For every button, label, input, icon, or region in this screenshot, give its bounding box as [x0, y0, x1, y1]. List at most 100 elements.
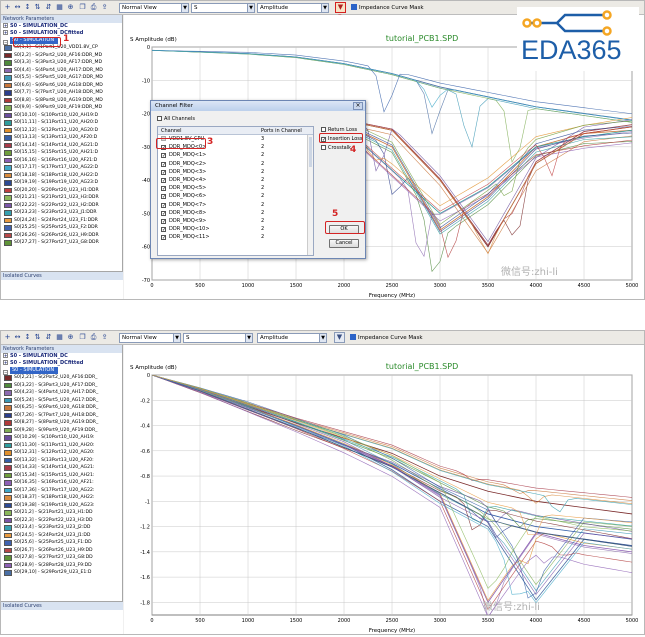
insertion-loss-checkbox[interactable]: ✓ Insertion Loss [321, 136, 363, 143]
channel-list-item[interactable]: S0[25,6] - S(25Port25_U23_F1:DD [1, 539, 122, 547]
row-checkbox[interactable]: ✓ [161, 161, 167, 168]
channel-list-item[interactable]: S0[21,21] - S(21Port21_U23_H3:DDR [1, 194, 122, 202]
channel-list-item[interactable]: S0[10,10] - S(10Port10_U20_AH19:D [1, 112, 122, 120]
channel-list-item[interactable]: S0[23,23] - S(23Port23_U23_J1:DDR [1, 209, 122, 217]
channel-list-item[interactable]: S0[3,22] - S(3Port3_U20_AF17:DDR_ [1, 382, 122, 390]
grid-icon[interactable]: ▦ [56, 3, 63, 11]
tree-node-dc[interactable]: + S0 - SIMULATION_DC [3, 23, 68, 29]
close-icon[interactable]: × [353, 102, 363, 110]
parameter-select[interactable]: S ▼ [183, 333, 253, 343]
channel-list-item[interactable]: S0[11,11] - S(11Port11_U20_AH20:D [1, 119, 122, 127]
channel-list-item[interactable]: S0[22,3] - S(22Port22_U23_H3:DD [1, 517, 122, 525]
print-icon[interactable]: ⎙ [90, 3, 97, 11]
swap-icon[interactable]: ⇅ [34, 3, 41, 11]
row-checkbox[interactable]: ✓ [161, 194, 167, 201]
channel-list-item[interactable]: S0[27,27] - S(27Port27_U23_G8:DDR [1, 239, 122, 247]
channel-list-item[interactable]: S0[8,27] - S(8Port8_U20_AG19:DDR_ [1, 419, 122, 427]
expand-icon[interactable]: + [3, 30, 8, 35]
copy-icon[interactable]: ❐ [79, 3, 86, 11]
channel-list-item[interactable]: S0[24,24] - S(24Port24_U23_F1:DDR [1, 217, 122, 225]
channel-list-item[interactable]: S0[5,5] - S(5Port5_U20_AG17:DDR_MD [1, 74, 122, 82]
row-checkbox[interactable]: ✓ [161, 202, 167, 209]
collapse-icon[interactable]: − [3, 370, 8, 375]
channel-list-item[interactable]: S0[9,28] - S(9Port9_U20_AF19:DDR_ [1, 427, 122, 435]
impedance-mask-toggle[interactable]: Impedance Curve Mask [351, 3, 424, 13]
channel-list-item[interactable]: S0[2,21] - S(2Port2_U20_AF16:DDR_ [1, 374, 122, 382]
row-checkbox[interactable]: ✓ [161, 186, 167, 193]
channel-list-item[interactable]: S0[25,25] - S(25Port25_U23_F2:DDR [1, 224, 122, 232]
expand-icon[interactable]: + [3, 353, 8, 358]
channel-list-item[interactable]: S0[12,12] - S(12Port12_U20_AG20:D [1, 127, 122, 135]
channel-list-item[interactable]: S0[1,1] - S(1Port1_U20_VDD1.8V_CP [1, 44, 122, 52]
channel-list-item[interactable]: S0[6,6] - S(6Port6_U20_AG18:DDR_MD [1, 82, 122, 90]
row-checkbox[interactable]: ✓ [161, 235, 167, 242]
channel-filter-row[interactable]: ✓ DDR_MDQ<8> 2 [158, 209, 313, 217]
collapse-icon[interactable]: − [3, 40, 8, 45]
channel-list-item[interactable]: S0[14,14] - S(14Port14_U20_AG21:D [1, 142, 122, 150]
crosstalk-checkbox[interactable]: Crosstalk [321, 145, 351, 152]
plus-icon[interactable]: + [4, 333, 11, 341]
row-checkbox[interactable]: ✓ [161, 177, 167, 184]
quantity-select[interactable]: Amplitude ▼ [257, 3, 329, 13]
channel-list-item[interactable]: S0[24,5] - S(24Port24_U23_J1:DD [1, 532, 122, 540]
quantity-select[interactable]: Amplitude ▼ [257, 333, 327, 343]
tree-node-dcfitted[interactable]: + S0 - SIMULATION_DCfitted [3, 360, 84, 366]
channel-list-item[interactable]: S0[15,15] - S(15Port15_U20_AH21:D [1, 149, 122, 157]
channel-filter-row[interactable]: ✓ DDR_MDQ<11> 2 [158, 233, 313, 241]
row-checkbox[interactable]: ✓ [161, 169, 167, 176]
insertion-loss-chart[interactable]: tutorial_PCB1.SPD S Amplitude (dB) Frequen… [124, 345, 644, 635]
row-checkbox[interactable]: ✓ [161, 227, 167, 234]
channel-list-item[interactable]: S0[22,22] - S(22Port22_U23_H2:DDR [1, 202, 122, 210]
channel-list-item[interactable]: S0[26,7] - S(26Port26_U23_H9:DD [1, 547, 122, 555]
channel-list-item[interactable]: S0[10,29] - S(10Port10_U20_AH19: [1, 434, 122, 442]
channel-list-item[interactable]: S0[19,38] - S(19Port19_U20_AG23: [1, 502, 122, 510]
arrows-horizontal-icon[interactable]: ↔ [14, 3, 21, 11]
view-mode-select[interactable]: Normal View ▼ [119, 333, 181, 343]
channel-filter-row[interactable]: ✓ DDR_MDQ<4> 2 [158, 176, 313, 184]
tree-node-simulation[interactable]: − S0 - SIMULATION [1, 37, 122, 45]
channel-list-item[interactable]: S0[4,23] - S(4Port4_U20_AH17:DDR_ [1, 389, 122, 397]
swap-icon[interactable]: ⇅ [34, 333, 41, 341]
scrollbar[interactable] [307, 135, 313, 255]
channel-list-item[interactable]: S0[18,37] - S(18Port18_U20_AH22: [1, 494, 122, 502]
expand-icon[interactable]: + [3, 23, 8, 28]
channel-list-item[interactable]: S0[14,33] - S(14Port14_U20_AG21: [1, 464, 122, 472]
channel-list-item[interactable]: S0[19,19] - S(19Port19_U20_AG23:D [1, 179, 122, 187]
channel-list-item[interactable]: S0[13,32] - S(13Port13_U20_AF20: [1, 457, 122, 465]
channel-filter-row[interactable]: ✓ DDR_MDQ<9> 2 [158, 217, 313, 225]
channel-filter-button[interactable]: ▼ [334, 332, 345, 343]
export-icon[interactable]: ⇪ [101, 333, 108, 341]
channel-list-item[interactable]: S0[28,9] - S(28Port28_U23_F9:DD [1, 562, 122, 570]
zoom-icon[interactable]: ⊕ [67, 3, 74, 11]
tree-node-simulation[interactable]: − S0 - SIMULATION [1, 367, 122, 375]
channel-list-item[interactable]: S0[15,34] - S(15Port15_U20_AH21: [1, 472, 122, 480]
channel-list-item[interactable]: S0[26,26] - S(26Port26_U23_H9:DDR [1, 232, 122, 240]
channel-list-item[interactable]: S0[21,2] - S(21Port21_U23_H1:DD [1, 509, 122, 517]
channel-list-item[interactable]: S0[16,35] - S(16Port16_U20_AF21: [1, 479, 122, 487]
impedance-mask-toggle[interactable]: Impedance Curve Mask [350, 333, 423, 343]
arrows-horizontal-icon[interactable]: ↔ [14, 333, 21, 341]
channel-list-item[interactable]: S0[12,31] - S(12Port12_U20_AG20: [1, 449, 122, 457]
view-mode-select[interactable]: Normal View ▼ [119, 3, 189, 13]
zoom-icon[interactable]: ⊕ [67, 333, 74, 341]
row-checkbox[interactable]: ✓ [161, 210, 167, 217]
tree-node-dc[interactable]: + S0 - SIMULATION_DC [3, 353, 68, 359]
export-icon[interactable]: ⇪ [101, 3, 108, 11]
arrows-vertical-icon[interactable]: ↕ [24, 3, 31, 11]
expand-icon[interactable]: + [3, 360, 8, 365]
channel-filter-row[interactable]: ✓ DDR_MDQ<7> 2 [158, 201, 313, 209]
row-checkbox[interactable]: ✓ [161, 153, 167, 160]
cancel-button[interactable]: Cancel [329, 239, 359, 248]
channel-list-item[interactable]: S0[16,16] - S(16Port16_U20_AF21:D [1, 157, 122, 165]
channel-list-item[interactable]: S0[8,8] - S(8Port8_U20_AG19:DDR_MD [1, 97, 122, 105]
channel-list-item[interactable]: S0[20,20] - S(20Port20_U23_H1:DDR [1, 187, 122, 195]
channel-list-item[interactable]: S0[13,13] - S(13Port13_U20_AF20:D [1, 134, 122, 142]
print-icon[interactable]: ⎙ [90, 333, 97, 341]
channel-list-item[interactable]: S0[23,4] - S(23Port23_U23_J2:DD [1, 524, 122, 532]
grid-icon[interactable]: ▦ [56, 333, 63, 341]
channel-list-item[interactable]: S0[7,26] - S(7Port7_U20_AH18:DDR_ [1, 412, 122, 420]
row-checkbox[interactable]: ✓ [161, 218, 167, 225]
channel-list-item[interactable]: S0[29,10] - S(29Port29_U23_E1:D [1, 569, 122, 577]
channel-filter-row[interactable]: ✓ DDR_MDQ<5> 2 [158, 184, 313, 192]
parameter-select[interactable]: S ▼ [191, 3, 255, 13]
